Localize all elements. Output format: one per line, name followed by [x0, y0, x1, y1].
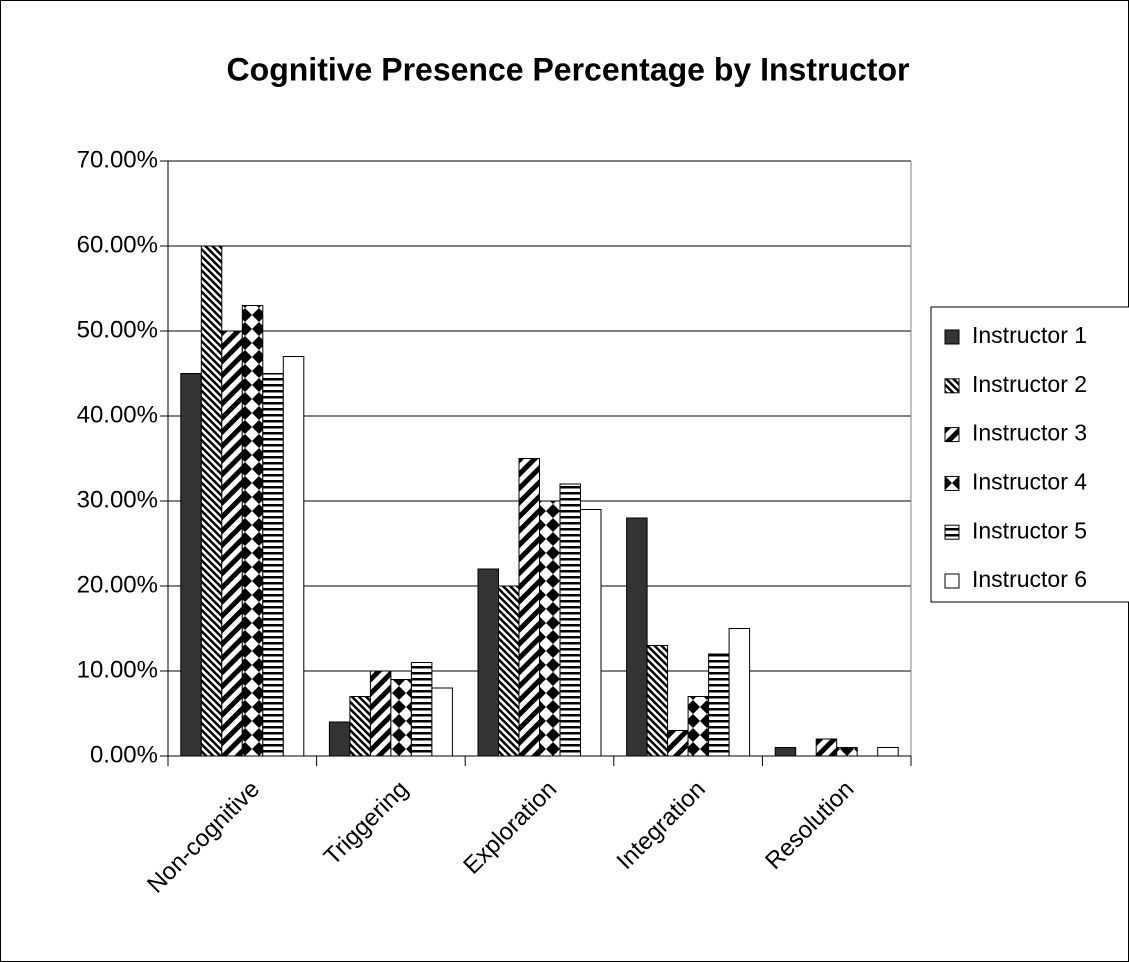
bar	[580, 509, 602, 757]
bar	[498, 585, 520, 757]
y-tick-label: 60.00%	[77, 231, 158, 258]
legend-label: Instructor 3	[972, 420, 1087, 446]
y-tick-label: 70.00%	[77, 146, 158, 173]
bar	[774, 747, 797, 757]
legend-label: Instructor 4	[972, 468, 1087, 494]
bar	[626, 517, 648, 757]
bar	[687, 696, 710, 757]
bar	[390, 679, 412, 757]
legend-swatch	[944, 573, 960, 589]
y-tick-label: 10.00%	[77, 656, 158, 683]
legend-label: Instructor 5	[972, 517, 1087, 543]
bar	[667, 730, 689, 757]
bar	[241, 305, 264, 757]
bar	[646, 645, 669, 757]
bar	[200, 245, 223, 757]
chart-title: Cognitive Presence Percentage by Instruc…	[227, 51, 910, 87]
bar	[518, 458, 540, 757]
y-tick-label: 50.00%	[77, 316, 158, 343]
bar	[477, 568, 499, 757]
legend-label: Instructor 6	[972, 566, 1087, 592]
y-tick-label: 30.00%	[77, 486, 158, 513]
bar	[559, 483, 581, 757]
bar	[221, 330, 243, 757]
bar	[708, 653, 730, 757]
legend-label: Instructor 2	[972, 371, 1087, 397]
y-tick-label: 40.00%	[77, 401, 158, 428]
bar	[282, 356, 305, 757]
bar	[369, 670, 392, 757]
bar	[728, 628, 751, 757]
bar	[836, 747, 858, 757]
bar	[877, 747, 899, 757]
bar	[328, 721, 351, 757]
legend-swatch	[944, 524, 960, 540]
bar	[815, 738, 838, 757]
bar	[431, 687, 453, 757]
bar	[180, 373, 202, 757]
bar	[349, 696, 371, 757]
bar	[410, 662, 433, 757]
legend-label: Instructor 1	[972, 322, 1087, 348]
y-tick-label: 0.00%	[90, 741, 158, 768]
bar	[262, 373, 284, 757]
bar	[539, 500, 561, 757]
legend-swatch	[944, 378, 960, 394]
y-tick-label: 20.00%	[77, 571, 158, 598]
legend-swatch	[944, 427, 960, 443]
legend-swatch	[944, 475, 960, 491]
legend-box	[930, 306, 1129, 603]
legend-swatch	[944, 329, 960, 345]
